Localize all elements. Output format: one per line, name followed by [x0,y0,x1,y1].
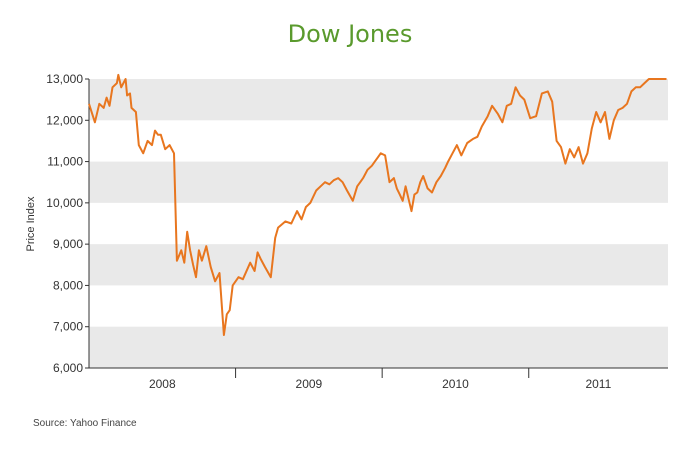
series-lines [88,73,667,336]
x-tick-label: 2011 [585,377,611,391]
y-ticks: 6,000 7,000 8,000 9,000 10,000 11,000 12,000 13… [46,72,89,375]
y-tick-label: 6,000 [53,361,83,375]
x-tick-label: 2008 [149,377,176,391]
source-note: Source: Yahoo Finance [33,418,137,429]
y-tick-label: 9,000 [53,237,83,251]
y-tick-label: 12,000 [46,113,83,127]
y-tick-label: 11,000 [47,155,83,169]
grid-bands [89,79,668,368]
series-line [88,73,667,336]
x-tick-label: 2010 [442,377,469,391]
y-tick-label: 10,000 [46,196,83,210]
grid-band [89,161,668,203]
chart-title: Dow Jones [287,20,413,48]
y-tick-label: 8,000 [53,278,83,292]
y-axis-label: Price Index [25,196,37,252]
y-tick-label: 7,000 [53,320,83,334]
grid-band [89,326,668,368]
y-tick-label: 13,000 [46,72,83,86]
grid-band [89,79,668,121]
x-ticks: 2008 2009 2010 2011 [149,368,612,391]
x-tick-label: 2009 [296,377,323,391]
axes [88,79,668,369]
